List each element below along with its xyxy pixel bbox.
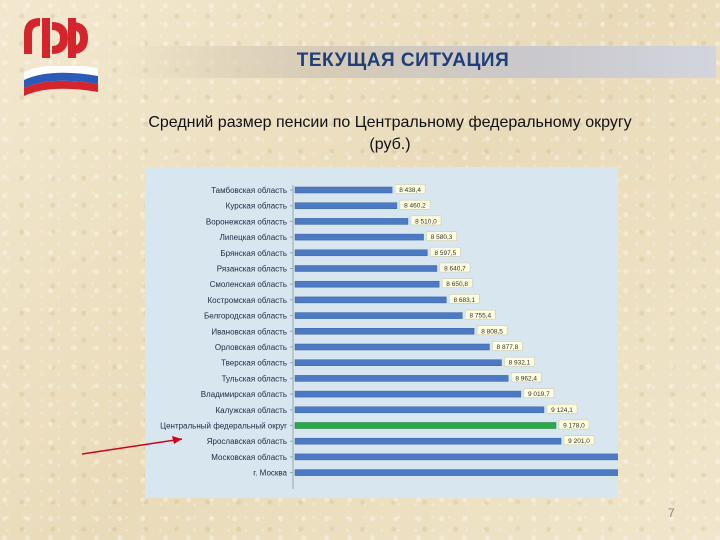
- category-label: Тамбовская область: [211, 186, 287, 195]
- value-label: 8 755,4: [469, 313, 491, 320]
- value-label-box: [563, 435, 595, 445]
- slide-heading-line2: (руб.): [369, 136, 411, 153]
- slide-heading-line1: Средний размер пенсии по Центральному фе…: [148, 114, 632, 131]
- value-label-box: [492, 341, 523, 351]
- value-label-box: [510, 372, 542, 383]
- value-label: 8 640,7: [444, 266, 466, 273]
- category-label: Липецкая область: [220, 233, 287, 242]
- category-label: Брянская область: [220, 249, 287, 258]
- page-title: ТЕКУЩАЯ СИТУАЦИЯ: [296, 50, 510, 71]
- bar: [294, 265, 438, 272]
- bar: [294, 312, 463, 319]
- bar: [294, 186, 393, 194]
- category-label: Владимирская область: [201, 390, 287, 399]
- category-label: Воронежская область: [206, 217, 287, 226]
- category-label: Ярославская область: [207, 437, 287, 446]
- value-label: 8 460,2: [404, 203, 426, 210]
- value-label-box: [476, 325, 508, 336]
- category-label: Тульская область: [222, 374, 287, 383]
- value-label: 8 962,4: [515, 375, 537, 382]
- value-label-box: [399, 199, 431, 210]
- category-label: Московская область: [211, 453, 287, 462]
- value-label: 9 201,0: [568, 438, 590, 445]
- value-label: 8 580,3: [431, 234, 453, 241]
- bar: [294, 469, 618, 476]
- bar: [294, 453, 618, 461]
- bar: [294, 218, 409, 225]
- value-label-box: [394, 184, 426, 194]
- value-label: 8 683,1: [453, 297, 475, 304]
- bar: [294, 343, 490, 351]
- value-label-box: [558, 419, 590, 430]
- category-label: г. Москва: [253, 469, 287, 478]
- value-label-box: [523, 388, 555, 398]
- bar: [294, 437, 562, 445]
- value-label-box: [430, 247, 461, 257]
- value-label: 9 178,0: [563, 423, 585, 430]
- header-bar: [116, 46, 716, 78]
- bar: [294, 233, 424, 241]
- value-label-box: [439, 262, 471, 273]
- value-label: 9 019,7: [528, 391, 550, 398]
- bar: [294, 202, 398, 209]
- value-label: 8 510,0: [415, 218, 437, 225]
- bar: [294, 375, 509, 382]
- value-label: 8 932,1: [509, 360, 531, 367]
- chart-svg: Тамбовская область 8 438,4 Курская область…: [160, 184, 618, 489]
- bar: [294, 296, 447, 304]
- value-label: 8 438,4: [399, 187, 421, 194]
- value-label: 8 597,5: [435, 250, 457, 257]
- category-label: Смоленская область: [210, 280, 287, 289]
- bar: [294, 249, 428, 257]
- category-label: Ивановская область: [211, 327, 287, 336]
- pension-bar-chart: Тамбовская область 8 438,4 Курская область…: [145, 167, 618, 498]
- bar: [294, 390, 522, 398]
- value-label-box: [441, 278, 473, 288]
- value-label-box: [465, 309, 496, 320]
- bar: [294, 328, 475, 335]
- slide-number: 7: [668, 506, 675, 520]
- bar: [294, 359, 502, 366]
- value-label-box: [449, 294, 480, 304]
- value-label-box: [410, 215, 442, 226]
- category-label: Курская область: [226, 202, 287, 211]
- slide-heading: Средний размер пенсии по Центральному фе…: [60, 112, 720, 156]
- value-label-box: [426, 231, 457, 241]
- value-label: 8 650,8: [446, 281, 468, 288]
- bar-highlight: [294, 422, 557, 429]
- category-label: Калужская область: [215, 406, 287, 415]
- category-label: Орловская область: [215, 343, 287, 352]
- bar: [294, 280, 440, 288]
- value-label-box: [504, 356, 535, 367]
- bar: [294, 406, 545, 414]
- value-label: 9 124,1: [551, 407, 573, 414]
- category-label: Рязанская область: [217, 265, 287, 274]
- value-label-box: [546, 404, 578, 414]
- pfr-logo-icon: [24, 18, 98, 96]
- value-label: 8 877,8: [497, 344, 519, 351]
- category-label: Центральный федеральный округ: [160, 422, 287, 431]
- category-label: Костромская область: [208, 296, 287, 305]
- category-label: Тверская область: [221, 359, 287, 368]
- value-label: 8 808,5: [481, 328, 503, 335]
- category-label: Белгородская область: [204, 312, 287, 321]
